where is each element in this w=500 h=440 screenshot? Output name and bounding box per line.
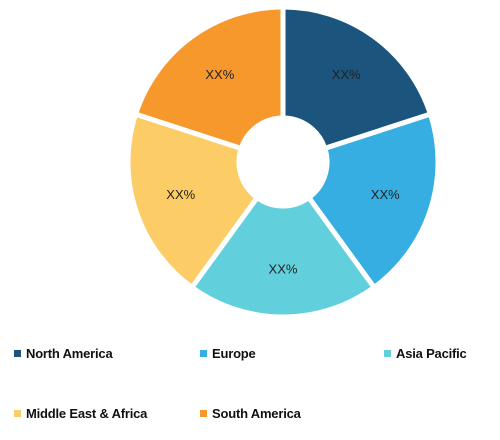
slice-label-north-america: XX% (332, 67, 361, 82)
legend-label-north-america: North America (26, 346, 113, 361)
slice-label-asia-pacific: XX% (269, 262, 298, 277)
slice-label-south-america: XX% (205, 67, 234, 82)
slice-middle-east-africa (125, 110, 261, 291)
legend-item-north-america: North America (14, 346, 113, 361)
legend-swatch-middle-east-africa (14, 410, 21, 417)
legend-swatch-asia-pacific (384, 350, 391, 357)
legend-swatch-south-america (200, 410, 207, 417)
legend-item-south-america: South America (200, 406, 301, 421)
legend-swatch-north-america (14, 350, 21, 357)
legend-item-europe: Europe (200, 346, 256, 361)
slice-label-middle-east-africa: XX% (166, 187, 195, 202)
donut-chart: XX% XX% XX% XX% XX% (125, 4, 441, 317)
slice-europe (305, 110, 441, 291)
legend-item-middle-east-africa: Middle East & Africa (14, 406, 147, 421)
slice-north-america (280, 4, 434, 152)
legend-label-south-america: South America (212, 406, 301, 421)
legend-label-europe: Europe (212, 346, 256, 361)
slice-label-europe: XX% (371, 187, 400, 202)
legend-swatch-europe (200, 350, 207, 357)
legend-label-asia-pacific: Asia Pacific (396, 346, 467, 361)
slice-south-america (132, 4, 286, 152)
legend-item-asia-pacific: Asia Pacific (384, 346, 467, 361)
legend-label-middle-east-africa: Middle East & Africa (26, 406, 148, 421)
